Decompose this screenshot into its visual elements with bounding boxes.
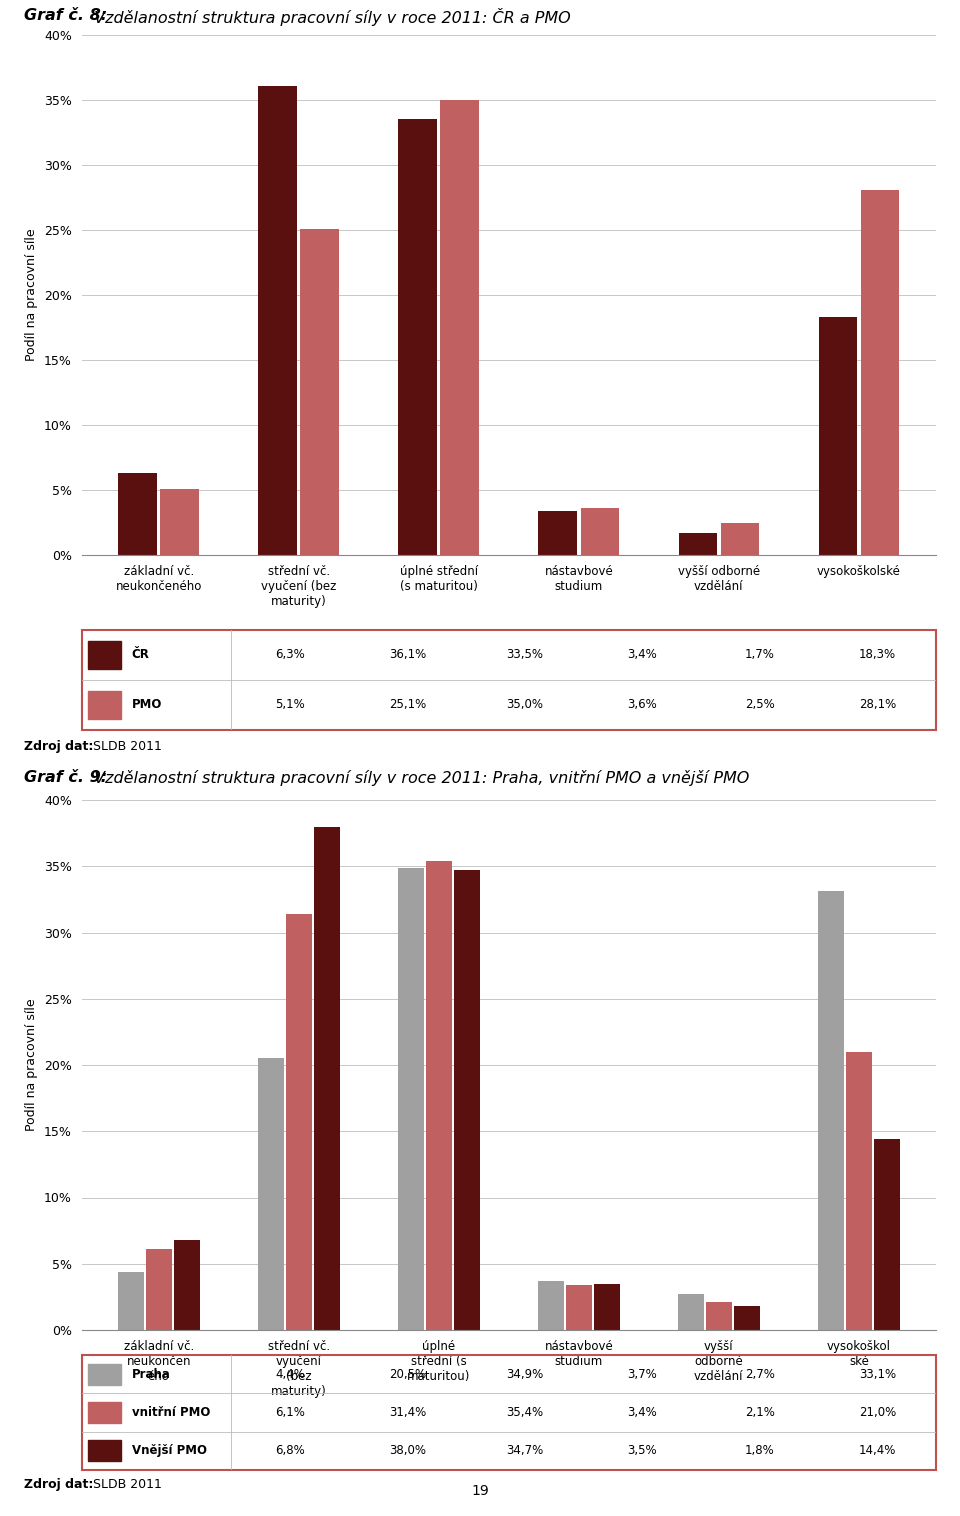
Bar (118, 473, 156, 555)
Text: 20,5%: 20,5% (389, 1367, 426, 1381)
Text: 2,5%: 2,5% (745, 699, 775, 711)
Bar (397, 867, 423, 1330)
Text: 18,3%: 18,3% (858, 649, 896, 661)
Text: 6,8%: 6,8% (275, 1445, 304, 1457)
Bar (286, 914, 312, 1330)
Y-axis label: Podíl na pracovní síle: Podíl na pracovní síle (26, 999, 38, 1131)
Text: 2,1%: 2,1% (745, 1405, 775, 1419)
Bar (441, 100, 479, 555)
Bar (539, 511, 577, 555)
Text: 5,1%: 5,1% (275, 699, 304, 711)
Text: 3,4%: 3,4% (628, 649, 658, 661)
Y-axis label: Podíl na pracovní síle: Podíl na pracovní síle (26, 229, 38, 361)
Text: 35,4%: 35,4% (506, 1405, 543, 1419)
Text: Vzdělanostní struktura pracovní síly v roce 2011: ČR a PMO: Vzdělanostní struktura pracovní síly v r… (89, 8, 571, 26)
Text: 33,5%: 33,5% (506, 649, 543, 661)
Bar (88, 1402, 121, 1424)
Bar (846, 1052, 872, 1330)
Text: 34,7%: 34,7% (506, 1445, 543, 1457)
Bar (678, 1295, 704, 1330)
Bar (174, 1240, 200, 1330)
Bar (146, 1249, 172, 1330)
Text: 28,1%: 28,1% (858, 699, 896, 711)
Text: 1,8%: 1,8% (745, 1445, 775, 1457)
Bar (875, 1139, 900, 1330)
Text: Vzdělanostní struktura pracovní síly v roce 2011: Praha, vnitřní PMO a vnější PM: Vzdělanostní struktura pracovní síly v r… (89, 770, 750, 785)
Bar (538, 1281, 564, 1330)
Text: 34,9%: 34,9% (506, 1367, 543, 1381)
Text: Zdroj dat:: Zdroj dat: (24, 740, 93, 753)
Text: Graf č. 8:: Graf č. 8: (24, 8, 108, 23)
Bar (118, 1272, 143, 1330)
Text: 2,7%: 2,7% (745, 1367, 775, 1381)
Bar (398, 120, 437, 555)
Bar (566, 1286, 591, 1330)
Text: Vnější PMO: Vnější PMO (132, 1445, 206, 1457)
Text: 21,0%: 21,0% (858, 1405, 896, 1419)
Text: 6,1%: 6,1% (275, 1405, 304, 1419)
Bar (594, 1284, 620, 1330)
Text: 3,6%: 3,6% (628, 699, 658, 711)
Bar (706, 1302, 732, 1330)
Bar (734, 1307, 759, 1330)
Bar (88, 1440, 121, 1461)
Text: 25,1%: 25,1% (389, 699, 426, 711)
Text: 35,0%: 35,0% (506, 699, 543, 711)
Text: Zdroj dat:: Zdroj dat: (24, 1478, 93, 1492)
Bar (160, 488, 199, 555)
Text: 33,1%: 33,1% (858, 1367, 896, 1381)
Text: vnitřní PMO: vnitřní PMO (132, 1405, 210, 1419)
Text: 38,0%: 38,0% (389, 1445, 426, 1457)
Text: 4,4%: 4,4% (275, 1367, 304, 1381)
Text: Praha: Praha (132, 1367, 171, 1381)
Bar (426, 861, 451, 1330)
Bar (861, 190, 900, 555)
Bar (818, 891, 844, 1330)
Bar (679, 534, 717, 555)
Text: PMO: PMO (132, 699, 162, 711)
Text: 14,4%: 14,4% (858, 1445, 896, 1457)
Text: Graf č. 9:: Graf č. 9: (24, 770, 108, 785)
Bar (258, 86, 297, 555)
Bar (88, 1363, 121, 1384)
Text: 6,3%: 6,3% (275, 649, 304, 661)
Bar (819, 317, 857, 555)
Text: 3,7%: 3,7% (628, 1367, 658, 1381)
Text: 36,1%: 36,1% (389, 649, 426, 661)
Text: SLDB 2011: SLDB 2011 (89, 1478, 162, 1492)
Text: 3,5%: 3,5% (628, 1445, 657, 1457)
Text: 31,4%: 31,4% (389, 1405, 426, 1419)
Bar (721, 523, 759, 555)
Bar (88, 691, 121, 719)
Text: SLDB 2011: SLDB 2011 (89, 740, 162, 753)
Bar (258, 1058, 283, 1330)
Bar (581, 508, 619, 555)
Bar (300, 229, 339, 555)
Text: ČR: ČR (132, 649, 150, 661)
Text: 1,7%: 1,7% (745, 649, 775, 661)
Text: 3,4%: 3,4% (628, 1405, 658, 1419)
Bar (454, 870, 480, 1330)
Bar (314, 826, 340, 1330)
Text: 19: 19 (471, 1484, 489, 1498)
Bar (88, 641, 121, 669)
